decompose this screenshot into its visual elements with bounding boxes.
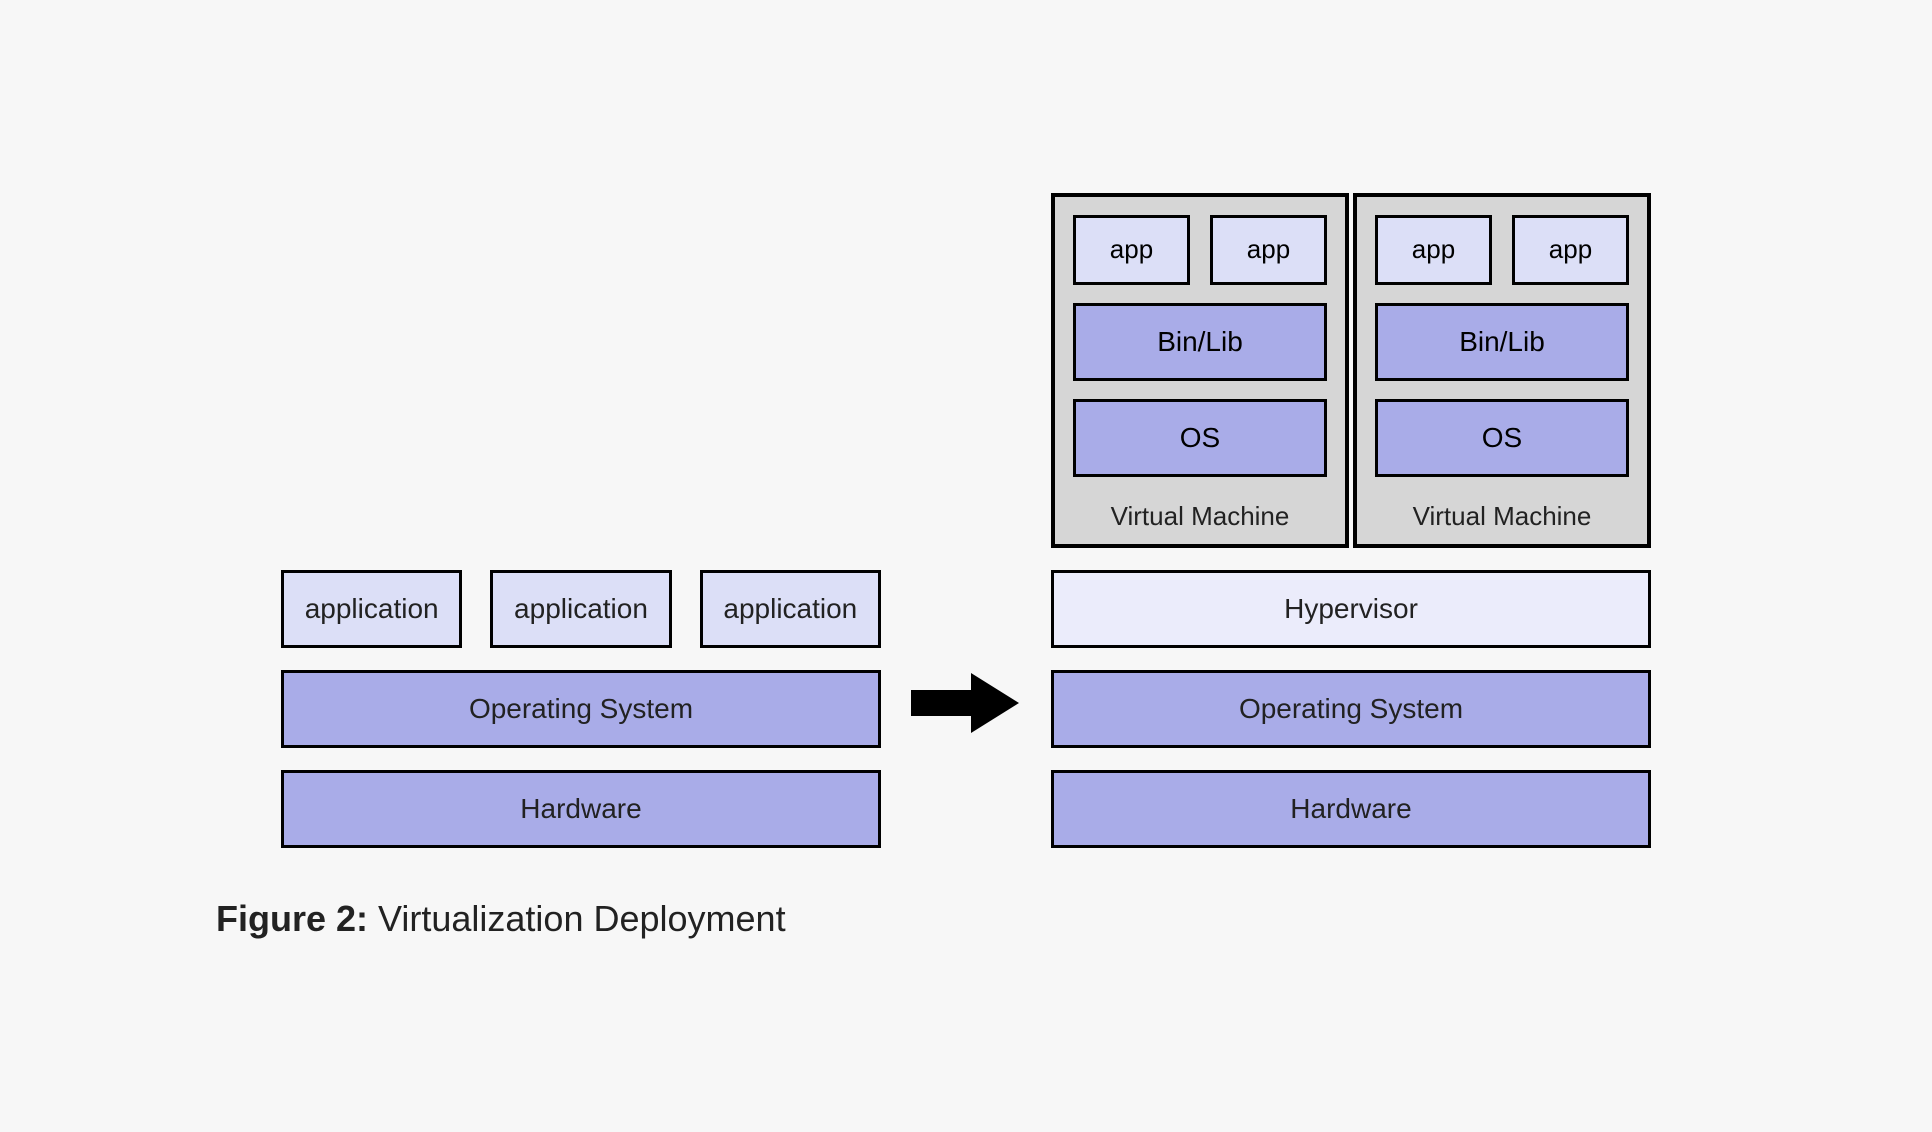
hypervisor-box: Hypervisor (1051, 570, 1651, 648)
traditional-deploy-stack: application application application Oper… (281, 570, 881, 848)
operating-system-box: Operating System (281, 670, 881, 748)
application-box: application (700, 570, 881, 648)
virtual-machine-container: app app Bin/Lib OS Virtual Machine (1051, 193, 1349, 548)
application-box: application (490, 570, 671, 648)
application-row: application application application (281, 570, 881, 648)
application-box: application (281, 570, 462, 648)
virtualized-deploy-stack: app app Bin/Lib OS Virtual Machine app a… (1051, 193, 1651, 848)
arrow-icon (911, 668, 1021, 848)
vm-os-box: OS (1375, 399, 1629, 477)
vm-binlib-box: Bin/Lib (1073, 303, 1327, 381)
figure-caption: Figure 2: Virtualization Deployment (216, 898, 1716, 940)
figure-title: Virtualization Deployment (368, 898, 786, 939)
vm-app-box: app (1375, 215, 1492, 285)
operating-system-box: Operating System (1051, 670, 1651, 748)
diagram-body: application application application Oper… (216, 193, 1716, 848)
hardware-box: Hardware (281, 770, 881, 848)
vm-label: Virtual Machine (1375, 495, 1629, 532)
vm-app-box: app (1512, 215, 1629, 285)
vm-apps-row: app app (1375, 215, 1629, 285)
vm-app-box: app (1073, 215, 1190, 285)
vm-label: Virtual Machine (1073, 495, 1327, 532)
vm-os-box: OS (1073, 399, 1327, 477)
vm-row: app app Bin/Lib OS Virtual Machine app a… (1051, 193, 1651, 548)
vm-app-box: app (1210, 215, 1327, 285)
vm-apps-row: app app (1073, 215, 1327, 285)
vm-binlib-box: Bin/Lib (1375, 303, 1629, 381)
figure-number: Figure 2: (216, 898, 368, 939)
hardware-box: Hardware (1051, 770, 1651, 848)
virtual-machine-container: app app Bin/Lib OS Virtual Machine (1353, 193, 1651, 548)
figure: application application application Oper… (216, 193, 1716, 940)
